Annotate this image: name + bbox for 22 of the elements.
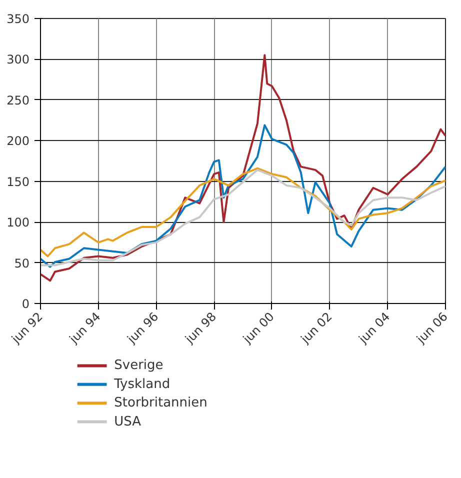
x-tick-label: jun 98 <box>182 310 220 347</box>
line-series <box>40 124 446 268</box>
y-tick-label: 350 <box>6 12 30 26</box>
x-tick-label: jun 92 <box>8 310 46 347</box>
y-tick-label: 50 <box>14 256 30 270</box>
legend-label: Tyskland <box>113 376 170 392</box>
y-tick-label: 200 <box>6 134 30 148</box>
x-tick-label: jun 96 <box>124 310 162 347</box>
y-tick-label: 300 <box>6 52 30 67</box>
legend-label: Storbritannien <box>114 396 208 411</box>
legend-label: USA <box>114 414 142 430</box>
y-tick-label: 100 <box>6 216 30 230</box>
x-tick-label: jun 02 <box>298 310 335 347</box>
x-tick-label: jun 04 <box>355 310 393 347</box>
line-series <box>40 54 446 282</box>
y-tick-label: 0 <box>22 297 30 311</box>
x-tick-label: jun 00 <box>240 310 277 347</box>
y-tick-label: 250 <box>6 93 30 108</box>
x-tick-label: jun 94 <box>66 310 104 347</box>
x-tick-label: jun 06 <box>413 310 450 347</box>
legend-label: Sverige <box>114 358 164 374</box>
y-tick-label: 150 <box>6 174 30 189</box>
